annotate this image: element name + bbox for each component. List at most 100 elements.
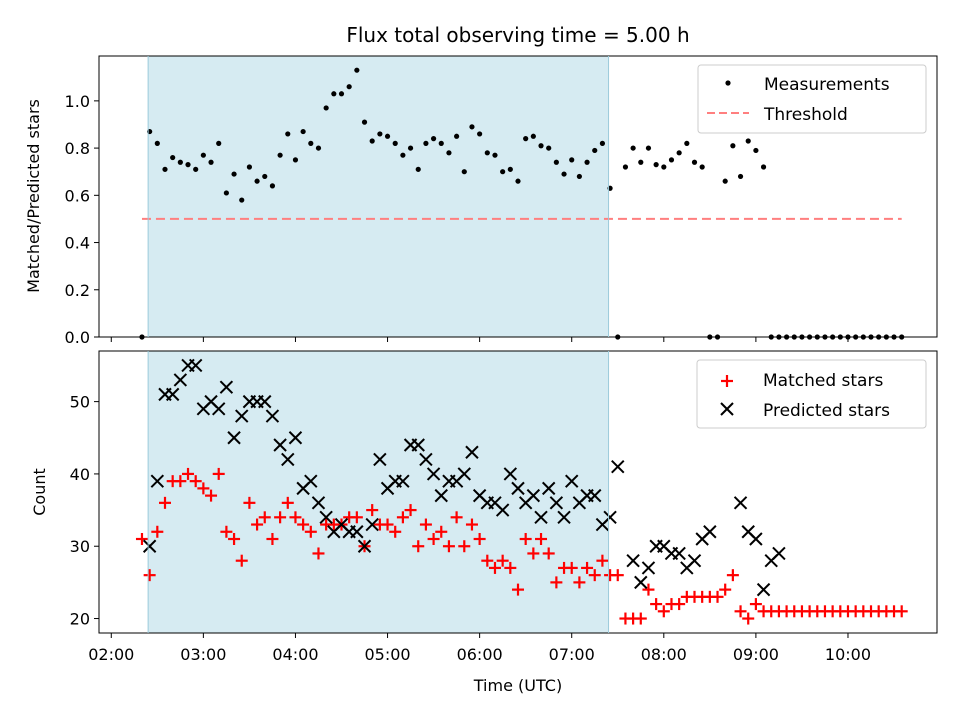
- predicted-star-point: [212, 402, 226, 416]
- measurement-point: [760, 164, 767, 170]
- matched-star-point: [197, 482, 210, 495]
- measurement-point: [469, 124, 475, 130]
- predicted-star-point: [273, 438, 287, 452]
- measurement-point: [361, 119, 368, 125]
- matched-star-point: [158, 496, 171, 509]
- matched-star-point: [235, 554, 248, 567]
- matched-star-point: [481, 554, 494, 567]
- measurement-point: [484, 150, 490, 156]
- x-tick-label: 06:00: [457, 645, 503, 664]
- legend-measurements-label: Measurements: [764, 75, 890, 95]
- matched-star-point: [419, 518, 432, 531]
- matched-star-point: [673, 598, 686, 611]
- matched-star-point: [404, 504, 417, 517]
- matched-star-point: [504, 561, 517, 574]
- matched-star-point: [396, 511, 409, 524]
- measurement-point: [638, 159, 644, 165]
- bottom-y-axis-label: Count: [30, 468, 49, 516]
- legend-measurements-marker: [725, 80, 731, 86]
- y-tick-label: 0.0: [65, 328, 90, 347]
- predicted-star-point: [526, 488, 541, 503]
- predicted-star-point: [641, 561, 656, 575]
- matched-star-point: [435, 525, 448, 538]
- measurement-point: [216, 140, 222, 146]
- matched-star-point: [496, 554, 509, 567]
- predicted-star-point: [733, 496, 748, 510]
- top-axes-frame: [98, 55, 938, 338]
- matched-star-point: [251, 518, 264, 531]
- matched-star-point: [512, 583, 524, 596]
- bottom-shaded-interval: [148, 351, 609, 633]
- matched-star-point: [642, 583, 655, 596]
- predicted-star-point: [304, 474, 318, 488]
- predicted-star-point: [173, 373, 188, 387]
- matched-star-point: [573, 576, 586, 589]
- measurement-point: [162, 166, 168, 172]
- predicted-star-point: [541, 481, 556, 496]
- matched-star-point: [297, 518, 310, 531]
- x-tick-label: 05:00: [364, 645, 410, 664]
- predicted-star-point: [756, 582, 771, 597]
- measurement-point: [208, 159, 214, 165]
- matched-star-point: [389, 525, 402, 538]
- predicted-star-point: [687, 553, 702, 568]
- matched-star-point: [542, 547, 555, 560]
- measurement-point: [500, 169, 506, 175]
- measurement-point: [492, 152, 498, 158]
- measurement-point: [622, 164, 629, 170]
- matched-star-point: [220, 525, 233, 538]
- matched-star-point: [465, 518, 478, 531]
- predicted-star-point: [611, 459, 625, 474]
- measurement-point: [753, 147, 759, 154]
- matched-star-point: [596, 554, 609, 567]
- predicted-stars-layer: [142, 358, 786, 597]
- predicted-star-point: [603, 510, 617, 525]
- measurement-point: [185, 162, 191, 168]
- matched-star-point: [581, 561, 594, 574]
- matched-star-point: [488, 561, 501, 574]
- measurement-point: [392, 140, 398, 146]
- measurement-point: [454, 133, 460, 139]
- predicted-star-point: [465, 445, 479, 459]
- matched-star-point: [143, 569, 156, 582]
- matched-star-point: [304, 525, 317, 538]
- y-tick-label: 0.2: [65, 281, 90, 300]
- predicted-star-point: [549, 496, 564, 510]
- measurement-point: [315, 145, 322, 151]
- measurement-point: [530, 133, 536, 139]
- predicted-star-point: [503, 467, 518, 481]
- measurement-point: [515, 178, 521, 184]
- matched-star-point: [381, 518, 394, 531]
- matched-star-point: [366, 504, 379, 517]
- measurement-point: [477, 131, 483, 137]
- matched-star-point: [151, 525, 164, 538]
- predicted-star-point: [265, 409, 280, 423]
- matched-star-point: [212, 467, 225, 480]
- measurement-point: [369, 138, 375, 144]
- predicted-star-point: [703, 525, 717, 539]
- measurement-point: [553, 159, 559, 165]
- y-tick-label: 0.8: [65, 139, 90, 158]
- measurement-point: [170, 154, 176, 161]
- predicted-star-point: [588, 488, 602, 503]
- bottom-legend-box: [696, 359, 927, 429]
- top-y-axis-label: Matched/Predicted stars: [24, 99, 43, 293]
- matched-star-point: [634, 612, 647, 625]
- matched-star-point: [274, 511, 287, 524]
- measurement-point: [668, 157, 675, 163]
- measurement-point: [676, 150, 682, 156]
- x-axis-label: Time (UTC): [473, 676, 562, 695]
- top-x-ticks: [110, 337, 849, 342]
- top-legend-box: [697, 64, 927, 134]
- y-tick-label: 0.6: [65, 186, 90, 205]
- matched-star-point: [289, 511, 302, 524]
- measurement-point: [576, 173, 582, 180]
- predicted-star-point: [396, 474, 410, 488]
- measurement-point: [354, 67, 360, 73]
- matched-star-point: [611, 569, 624, 582]
- predicted-star-point: [219, 380, 234, 394]
- predicted-star-point: [357, 539, 372, 553]
- bottom-legend: Matched stars Predicted stars: [696, 359, 927, 429]
- predicted-star-point: [235, 409, 249, 423]
